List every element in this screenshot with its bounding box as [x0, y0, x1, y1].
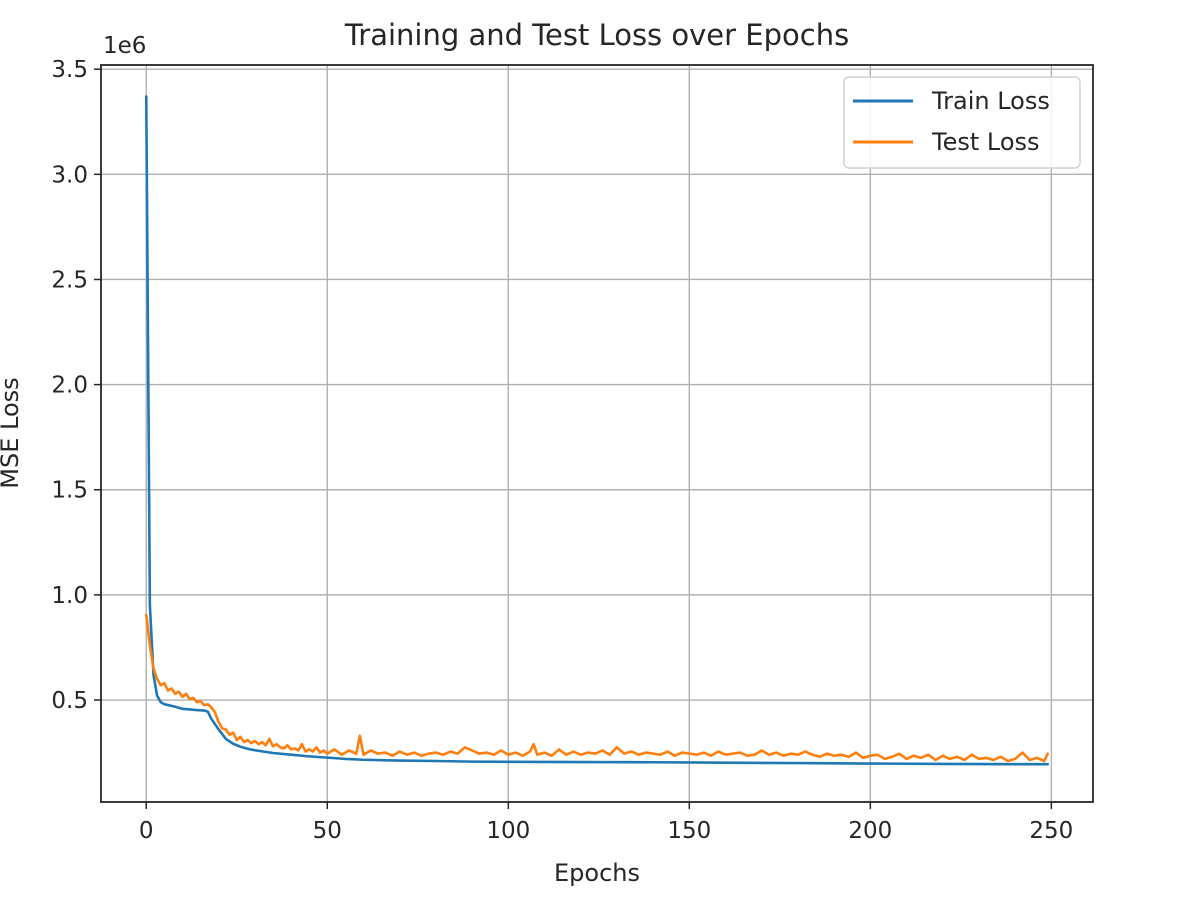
legend-label-train-loss: Train Loss	[931, 87, 1050, 115]
train-loss-line	[144, 95, 1050, 766]
x-tick-label: 0	[139, 818, 154, 844]
x-tick-label: 200	[848, 818, 892, 844]
series-lines	[144, 95, 1050, 766]
x-tick-label: 100	[486, 818, 530, 844]
x-tick-label: 50	[313, 818, 342, 844]
test-loss-line	[144, 613, 1050, 763]
chart-title: Training and Test Loss over Epochs	[344, 18, 849, 52]
legend-label-test-loss: Test Loss	[931, 128, 1040, 156]
y-tick-label: 1.0	[51, 583, 88, 609]
y-axis-offset-text: 1e6	[103, 33, 146, 59]
plot-frame	[100, 64, 1094, 803]
y-tick-label: 2.5	[51, 267, 88, 293]
y-tick-label: 2.0	[51, 373, 88, 399]
x-tick-label: 150	[667, 818, 711, 844]
x-axis-label: Epochs	[554, 859, 640, 887]
grid	[101, 65, 1093, 802]
axis-ticks: 0 50 100 150 200 250 0.5 1.0 1.5 2.0 2.5 3.0 3.5	[51, 57, 1073, 844]
y-tick-label: 1.5	[51, 478, 88, 504]
y-tick-label: 3.5	[51, 57, 88, 83]
y-tick-label: 3.0	[51, 162, 88, 188]
y-axis-label: MSE Loss	[0, 377, 24, 488]
x-tick-label: 250	[1029, 818, 1073, 844]
y-tick-label: 0.5	[51, 688, 88, 714]
legend: Train Loss Test Loss	[843, 76, 1081, 169]
